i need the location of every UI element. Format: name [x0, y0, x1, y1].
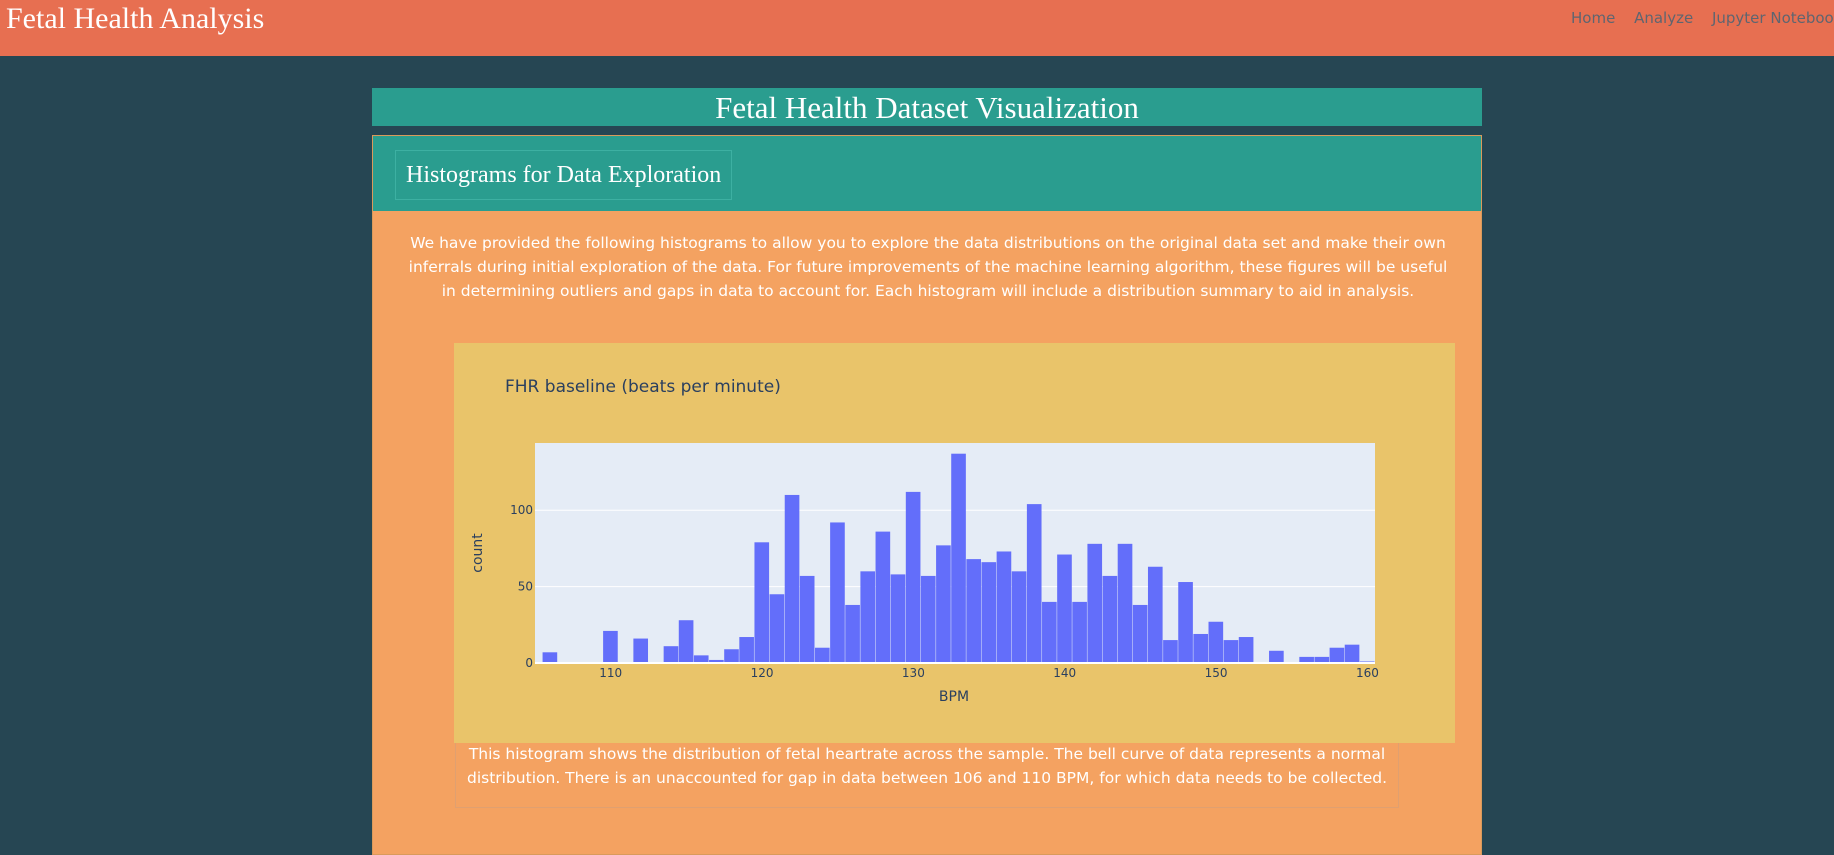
- histogram-bar[interactable]: [1314, 656, 1330, 663]
- histogram-bar[interactable]: [663, 646, 679, 663]
- x-tick-label: 140: [1053, 666, 1076, 680]
- y-axis-label: count: [470, 533, 486, 573]
- histogram-bar[interactable]: [784, 494, 800, 663]
- histogram-bar[interactable]: [603, 630, 618, 663]
- histogram-bar[interactable]: [1223, 640, 1239, 663]
- histogram-svg: FHR baseline (beats per minute) 110 120 13…: [470, 377, 1379, 705]
- nav-link-home[interactable]: Home: [1571, 9, 1616, 27]
- histogram-bar[interactable]: [1087, 543, 1103, 663]
- histogram-bar[interactable]: [830, 522, 845, 663]
- histogram-bar[interactable]: [1026, 504, 1042, 663]
- nav-link-analyze[interactable]: Analyze: [1634, 9, 1694, 27]
- x-tick-label: 110: [599, 666, 622, 680]
- histogram-bar[interactable]: [981, 562, 997, 663]
- histogram-bar[interactable]: [1208, 621, 1224, 663]
- histogram-bar[interactable]: [1042, 601, 1057, 663]
- x-axis-ticks: 110 120 130 140 150 160: [599, 666, 1379, 680]
- histogram-bar[interactable]: [951, 453, 966, 663]
- histogram-bar[interactable]: [905, 491, 921, 663]
- histogram-bar[interactable]: [936, 545, 951, 663]
- histogram-bar[interactable]: [678, 620, 694, 663]
- x-axis-label: BPM: [939, 689, 969, 705]
- histogram-bar[interactable]: [739, 637, 754, 663]
- navbar: Fetal Health Analysis Home Analyze Jupyt…: [0, 0, 1834, 56]
- histogram-bar[interactable]: [1147, 566, 1163, 663]
- x-tick-label: 120: [751, 666, 774, 680]
- histogram-bar[interactable]: [1011, 571, 1027, 663]
- histogram-caption: This histogram shows the distribution of…: [466, 745, 1388, 787]
- histogram-bar[interactable]: [1072, 601, 1087, 663]
- histogram-bar[interactable]: [724, 649, 739, 663]
- brand-title[interactable]: Fetal Health Analysis: [6, 2, 265, 35]
- section-title: Histograms for Data Exploration: [395, 150, 733, 200]
- histogram-bar[interactable]: [1178, 582, 1193, 663]
- histogram-bar[interactable]: [1193, 633, 1209, 663]
- card-header: Histograms for Data Exploration: [373, 136, 1481, 211]
- histogram-bar[interactable]: [860, 571, 876, 663]
- nav-links: Home Analyze Jupyter Notebook: [1571, 9, 1834, 27]
- histogram-bar[interactable]: [1057, 554, 1072, 663]
- x-tick-label: 150: [1205, 666, 1228, 680]
- histogram-bar[interactable]: [1163, 640, 1178, 663]
- histogram-bar[interactable]: [845, 604, 860, 663]
- x-tick-label: 130: [902, 666, 925, 680]
- histogram-plot: FHR baseline (beats per minute) 110 120 13…: [454, 343, 1455, 743]
- histogram-bar[interactable]: [996, 551, 1012, 663]
- y-axis-ticks: 0 50 100: [510, 503, 533, 670]
- y-tick-label: 50: [518, 580, 533, 594]
- histogram-bar[interactable]: [1344, 644, 1360, 663]
- histogram-bar[interactable]: [1269, 650, 1284, 663]
- page-title: Fetal Health Dataset Visualization: [372, 88, 1482, 126]
- histogram-bar[interactable]: [769, 594, 785, 663]
- histogram-bar[interactable]: [633, 638, 649, 663]
- x-tick-label: 160: [1356, 666, 1379, 680]
- histogram-bar[interactable]: [1299, 656, 1314, 663]
- histogram-bar[interactable]: [966, 559, 981, 663]
- histogram-bar[interactable]: [815, 647, 830, 663]
- histogram-bar[interactable]: [754, 542, 770, 663]
- histogram-bar[interactable]: [693, 655, 709, 663]
- histogram-bar[interactable]: [799, 575, 815, 663]
- histogram-bar[interactable]: [542, 652, 558, 663]
- histogram-bar[interactable]: [1329, 647, 1345, 663]
- histogram-bar[interactable]: [1102, 575, 1118, 663]
- histogram-bar[interactable]: [709, 659, 724, 663]
- bars: [535, 453, 1375, 664]
- y-tick-label: 0: [525, 656, 533, 670]
- histogram-bar[interactable]: [1132, 604, 1148, 663]
- histogram-bar[interactable]: [890, 574, 906, 663]
- nav-link-jupyter-notebook[interactable]: Jupyter Notebook: [1711, 9, 1834, 27]
- chart-title: FHR baseline (beats per minute): [505, 377, 781, 397]
- intro-text: We have provided the following histogram…: [408, 234, 1448, 300]
- histogram-bar[interactable]: [875, 531, 891, 663]
- histogram-bar[interactable]: [920, 575, 936, 663]
- histogram-bar[interactable]: [1117, 543, 1133, 663]
- y-tick-label: 100: [510, 503, 533, 517]
- histogram-bar[interactable]: [1238, 637, 1254, 663]
